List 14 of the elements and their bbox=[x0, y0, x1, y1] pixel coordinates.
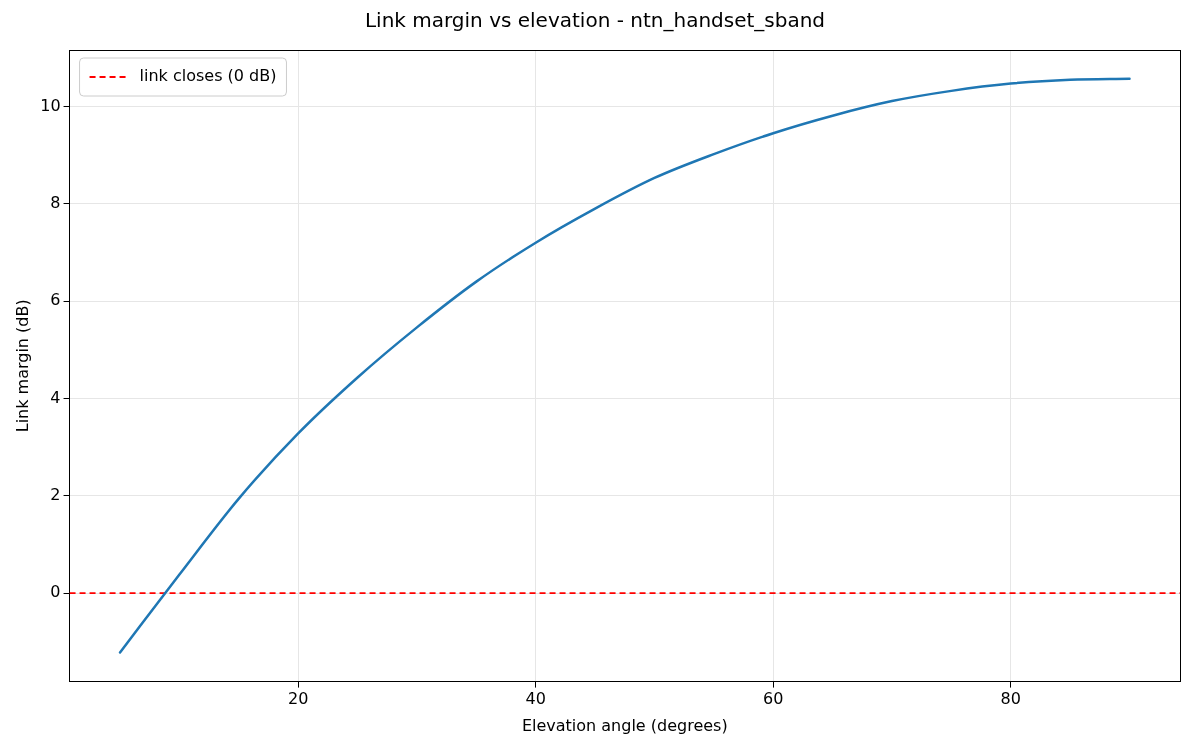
y-axis-title: Link margin (dB) bbox=[12, 299, 32, 433]
y-tick-label: 2 bbox=[50, 484, 61, 504]
y-tick-label: 4 bbox=[50, 387, 61, 407]
y-tick-label: 6 bbox=[50, 290, 61, 310]
x-tick-label: 20 bbox=[288, 689, 309, 709]
legend-label: link closes (0 dB) bbox=[139, 66, 277, 86]
y-tick-label: 8 bbox=[50, 192, 61, 212]
x-axis-title: Elevation angle (degrees) bbox=[521, 715, 728, 735]
x-tick-label: 60 bbox=[763, 689, 784, 709]
y-tick-label: 10 bbox=[40, 95, 61, 115]
y-tick-label: 0 bbox=[50, 582, 61, 602]
x-tick-label: 80 bbox=[1000, 689, 1021, 709]
x-tick-label: 40 bbox=[525, 689, 546, 709]
chart-title: Link margin vs elevation - ntn_handset_sband bbox=[364, 8, 826, 33]
